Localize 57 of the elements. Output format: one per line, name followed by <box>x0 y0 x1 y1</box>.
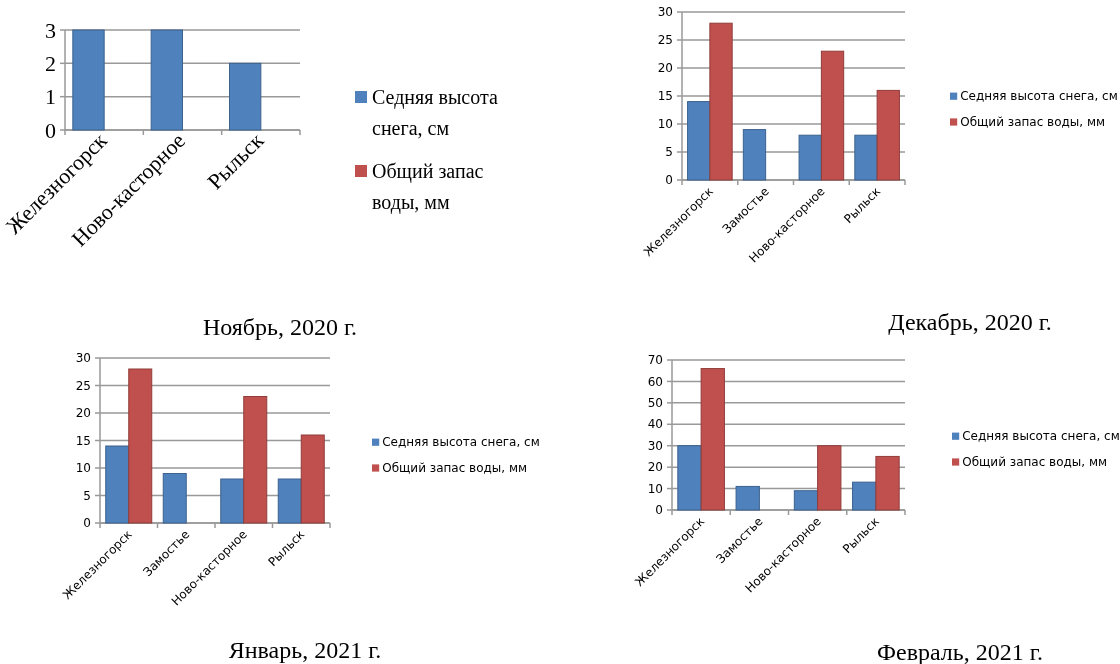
y-tick-label: 25 <box>657 33 673 48</box>
bar <box>798 134 822 181</box>
bar <box>875 455 900 511</box>
legend-label: Общий запас воды, мм <box>372 160 484 214</box>
y-tick-label: 1 <box>45 84 56 110</box>
bar <box>854 134 878 181</box>
legend-label: Седняя высота снега, см <box>962 429 1120 444</box>
legend-label: Седняя высота снега, см <box>960 89 1118 104</box>
bar <box>300 434 325 524</box>
y-tick-label: 30 <box>75 351 91 366</box>
y-tick-label: 70 <box>647 353 663 368</box>
y-tick-label: 60 <box>647 374 663 389</box>
y-tick-label: 5 <box>83 488 91 503</box>
bar <box>820 50 845 181</box>
y-tick-label: 5 <box>665 145 673 160</box>
legend-label: Общий запас воды, мм <box>960 115 1106 130</box>
y-tick-label: 15 <box>75 433 91 448</box>
legend-label: Седняя высота снега, см <box>372 86 498 139</box>
y-tick-label: 20 <box>657 61 673 76</box>
legend-label: Общий запас воды, мм <box>962 455 1108 470</box>
bar <box>105 445 130 524</box>
y-tick-label: 30 <box>657 5 673 20</box>
text: Январь, 2021 г. <box>228 637 382 663</box>
y-tick-label: 2 <box>45 51 56 77</box>
bar <box>677 445 702 511</box>
text: Ноябрь, 2020 г. <box>202 314 358 340</box>
y-tick-label: 30 <box>647 438 663 453</box>
y-tick-label: 0 <box>83 516 91 531</box>
legend-label: Седняя высота снега, см <box>382 435 540 450</box>
y-tick-label: 0 <box>655 503 663 518</box>
bar <box>876 89 900 181</box>
y-tick-label: 50 <box>647 396 663 411</box>
y-tick-label: 20 <box>647 460 663 475</box>
legend-label: Общий запас воды, мм <box>382 461 528 476</box>
y-tick-label: 10 <box>657 117 673 132</box>
bar <box>243 396 268 524</box>
bar <box>709 22 733 181</box>
bar <box>793 490 819 511</box>
y-tick-label: 10 <box>75 461 91 476</box>
bar <box>128 368 153 524</box>
bar <box>817 445 842 511</box>
bar <box>700 368 725 511</box>
y-tick-label: 15 <box>657 89 673 104</box>
bar <box>742 129 767 181</box>
bar <box>735 485 760 511</box>
y-tick-label: 40 <box>647 417 663 432</box>
y-tick-label: 20 <box>75 406 91 421</box>
bar <box>687 101 711 181</box>
y-tick-label: 3 <box>45 17 56 43</box>
bar <box>162 473 187 524</box>
y-tick-label: 10 <box>647 481 663 496</box>
bar <box>220 478 245 524</box>
text: Декабрь, 2020 г. <box>888 309 1052 335</box>
bar <box>852 481 877 511</box>
bar <box>277 478 302 524</box>
y-tick-label: 25 <box>75 378 91 393</box>
y-tick-label: 0 <box>665 173 673 188</box>
